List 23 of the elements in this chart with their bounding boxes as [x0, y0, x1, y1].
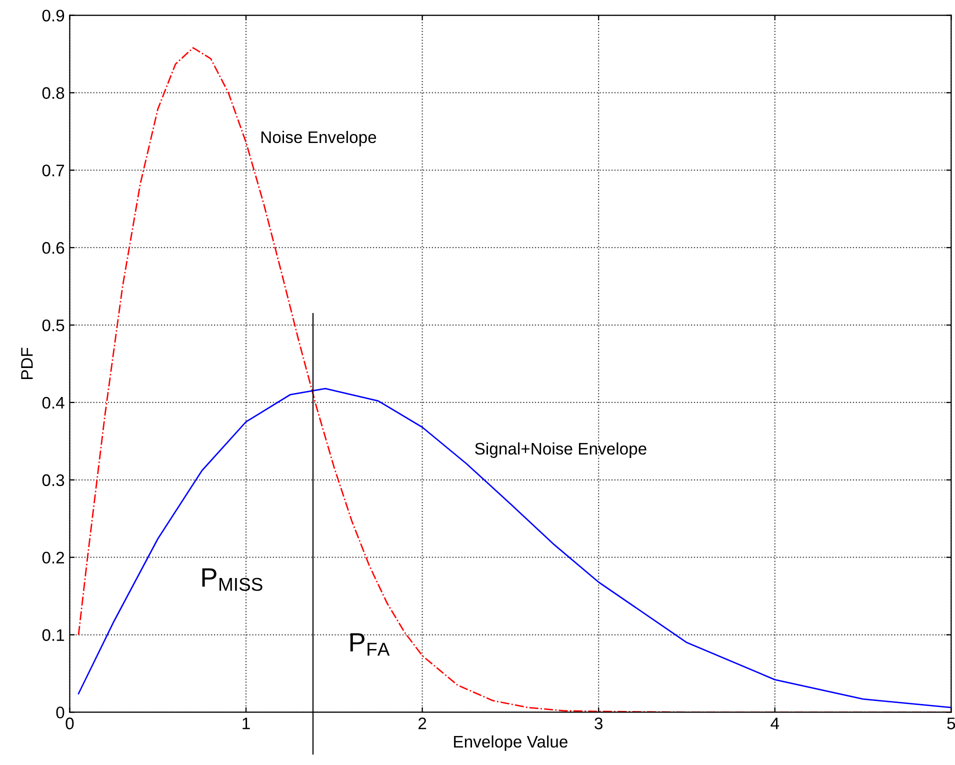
annotation: P$_{FA}$: [350, 633, 390, 656]
x-tick-label: 0: [66, 718, 74, 730]
x-tick-label: 1: [242, 718, 250, 730]
y-tick-label: 0.1: [42, 629, 64, 641]
y-tick-label: 0.4: [42, 396, 64, 409]
y-axis-title: PDF: [21, 348, 33, 380]
y-tick-label: 0.2: [42, 552, 64, 564]
annotation: Noise Envelope: [261, 130, 376, 146]
y-tick-label: 0.3: [42, 474, 64, 486]
y-tick-label: 0.8: [42, 87, 64, 99]
annotation: P$_{MISS}$: [202, 568, 262, 591]
y-tick-label: 0.5: [42, 319, 64, 332]
x-tick-label: 4: [770, 718, 780, 730]
x-tick-label: 3: [594, 718, 602, 730]
y-tick-label: 0.9: [42, 10, 64, 22]
line-series: [78, 388, 952, 708]
y-tick-label: 0.6: [42, 242, 64, 254]
x-tick-label: 5: [947, 718, 955, 730]
y-tick-label: 0: [56, 706, 64, 718]
x-axis-title: Envelope Value: [454, 735, 568, 751]
y-tick-label: 0.7: [42, 164, 64, 176]
x-tick-label: 2: [418, 718, 426, 730]
annotation: Signal+Noise Envelope: [475, 442, 646, 458]
